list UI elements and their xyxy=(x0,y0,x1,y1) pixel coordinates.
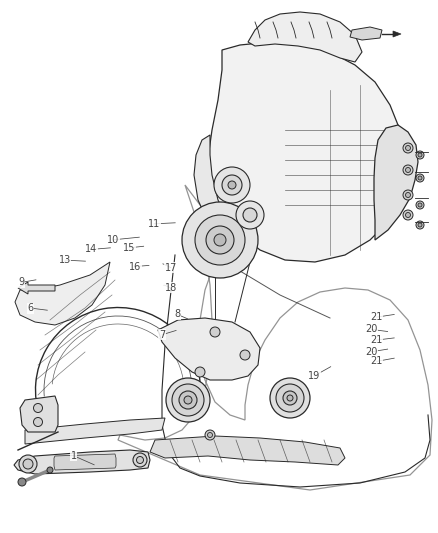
Polygon shape xyxy=(14,450,150,474)
Circle shape xyxy=(406,167,410,173)
Circle shape xyxy=(179,391,197,409)
Circle shape xyxy=(403,190,413,200)
Circle shape xyxy=(270,378,310,418)
Circle shape xyxy=(276,384,304,412)
Text: 15: 15 xyxy=(123,243,135,253)
Polygon shape xyxy=(158,318,260,380)
Text: 11: 11 xyxy=(148,219,160,229)
Circle shape xyxy=(228,181,236,189)
Polygon shape xyxy=(18,282,55,294)
Polygon shape xyxy=(20,396,58,432)
Text: 19: 19 xyxy=(308,371,321,381)
Polygon shape xyxy=(208,42,405,262)
Circle shape xyxy=(418,223,422,227)
Text: 13: 13 xyxy=(59,255,71,265)
Text: 6: 6 xyxy=(28,303,34,313)
Circle shape xyxy=(418,203,422,207)
Polygon shape xyxy=(393,31,401,37)
Circle shape xyxy=(19,455,37,473)
Circle shape xyxy=(33,403,42,413)
Text: 14: 14 xyxy=(85,245,97,254)
Polygon shape xyxy=(54,454,116,470)
Polygon shape xyxy=(194,135,240,245)
Text: 7: 7 xyxy=(159,330,165,340)
Circle shape xyxy=(47,467,53,473)
Circle shape xyxy=(222,175,242,195)
Circle shape xyxy=(416,221,424,229)
Text: 21: 21 xyxy=(371,335,383,345)
Circle shape xyxy=(208,432,212,438)
Circle shape xyxy=(214,167,250,203)
Text: 17: 17 xyxy=(165,263,177,272)
Text: 1: 1 xyxy=(71,451,77,461)
Circle shape xyxy=(166,378,210,422)
Polygon shape xyxy=(350,27,382,40)
Circle shape xyxy=(133,453,147,467)
Circle shape xyxy=(403,165,413,175)
Circle shape xyxy=(195,367,205,377)
Circle shape xyxy=(210,327,220,337)
Polygon shape xyxy=(15,262,110,325)
Circle shape xyxy=(416,201,424,209)
Circle shape xyxy=(33,417,42,426)
Circle shape xyxy=(418,176,422,180)
Polygon shape xyxy=(374,125,418,240)
Circle shape xyxy=(18,478,26,486)
Text: 21: 21 xyxy=(371,357,383,366)
Polygon shape xyxy=(25,418,165,444)
Circle shape xyxy=(195,215,245,265)
Circle shape xyxy=(406,192,410,198)
Text: 18: 18 xyxy=(165,283,177,293)
Text: 9: 9 xyxy=(18,278,24,287)
Circle shape xyxy=(240,350,250,360)
Circle shape xyxy=(206,226,234,254)
Circle shape xyxy=(184,396,192,404)
Text: 10: 10 xyxy=(107,235,119,245)
Circle shape xyxy=(236,201,264,229)
Circle shape xyxy=(283,391,297,405)
Text: 16: 16 xyxy=(129,262,141,271)
Circle shape xyxy=(416,151,424,159)
Circle shape xyxy=(214,234,226,246)
Circle shape xyxy=(172,384,204,416)
Text: 21: 21 xyxy=(371,312,383,322)
Circle shape xyxy=(416,174,424,182)
Text: 8: 8 xyxy=(174,310,180,319)
Circle shape xyxy=(406,213,410,217)
Circle shape xyxy=(205,430,215,440)
Text: 20: 20 xyxy=(365,347,378,357)
Text: 20: 20 xyxy=(365,325,378,334)
Circle shape xyxy=(182,202,258,278)
Circle shape xyxy=(403,143,413,153)
Polygon shape xyxy=(248,12,362,62)
Polygon shape xyxy=(150,436,345,465)
Circle shape xyxy=(243,208,257,222)
Circle shape xyxy=(403,210,413,220)
Circle shape xyxy=(23,459,33,469)
Circle shape xyxy=(406,146,410,150)
Circle shape xyxy=(287,395,293,401)
Circle shape xyxy=(137,456,144,464)
Circle shape xyxy=(418,153,422,157)
